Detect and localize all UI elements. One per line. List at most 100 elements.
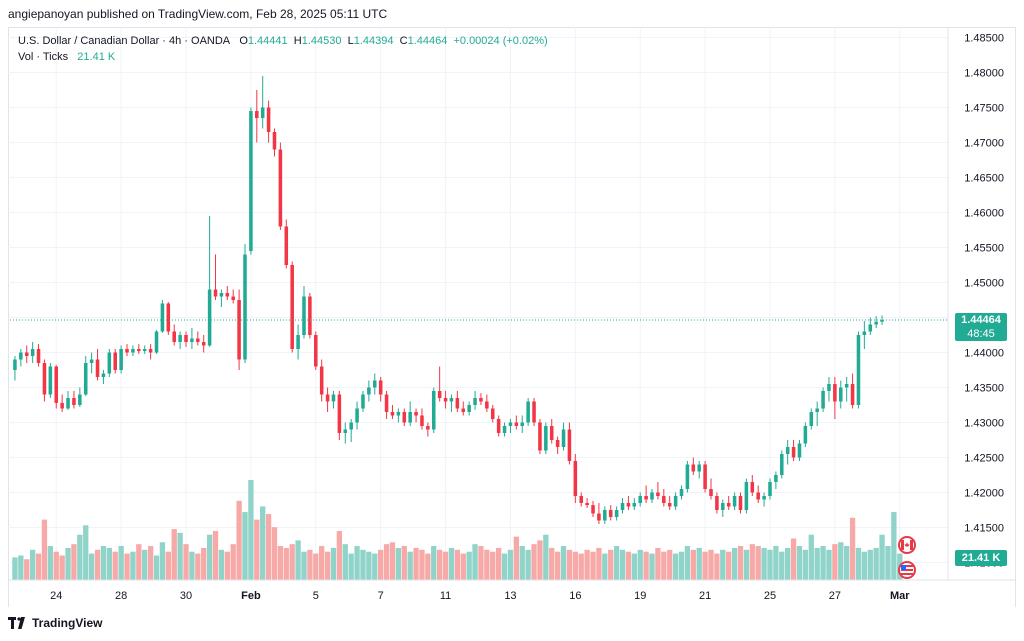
candle bbox=[490, 405, 495, 423]
candle-body bbox=[650, 492, 654, 500]
volume-bar bbox=[767, 549, 773, 580]
candle bbox=[762, 492, 766, 507]
candle bbox=[355, 401, 359, 430]
candle bbox=[473, 391, 477, 410]
legend-ohlc-row: U.S. Dollar / Canadian Dollar · 4h · OAN… bbox=[18, 33, 548, 49]
candle bbox=[750, 475, 755, 496]
candle bbox=[160, 300, 165, 333]
candle-body bbox=[95, 359, 100, 377]
volume-bar bbox=[419, 549, 425, 580]
candle-body bbox=[408, 412, 412, 423]
volume-bar bbox=[879, 534, 885, 580]
volume-bar bbox=[431, 546, 437, 580]
legend-volume-value: 21.41 K bbox=[77, 51, 116, 63]
candle bbox=[349, 419, 353, 443]
candle bbox=[573, 454, 578, 503]
candle-body bbox=[355, 408, 359, 423]
candle bbox=[78, 387, 82, 408]
candle bbox=[42, 359, 47, 402]
candle-body bbox=[467, 405, 471, 412]
candle bbox=[13, 356, 17, 381]
price-axis-labels: 1.48500 1.48000 1.47500 1.47000 1.46500 1.460… bbox=[964, 33, 1004, 570]
time-tick-label: 5 bbox=[313, 590, 319, 602]
volume-bar bbox=[849, 517, 856, 580]
legend-close-label: C bbox=[399, 35, 408, 47]
candle-body bbox=[166, 303, 171, 332]
candle bbox=[709, 478, 713, 500]
candle bbox=[638, 492, 642, 507]
volume-bar bbox=[696, 547, 702, 580]
candle-body bbox=[337, 394, 342, 433]
volume-bar bbox=[342, 544, 348, 580]
volume-bar bbox=[295, 540, 301, 580]
candle-body bbox=[302, 296, 306, 335]
volume-bar bbox=[731, 547, 738, 580]
candle-body bbox=[768, 482, 772, 496]
legend-change: +0.00024 (+0.02%) bbox=[453, 35, 548, 47]
candle bbox=[260, 76, 265, 129]
footer-brand[interactable]: TradingView bbox=[8, 616, 102, 630]
chart-canvas[interactable]: 1.48500 1.48000 1.47500 1.47000 1.46500 1.460… bbox=[0, 27, 1024, 610]
candlesticks bbox=[13, 76, 884, 524]
candle-body bbox=[24, 352, 29, 356]
candle bbox=[532, 398, 536, 426]
candle-body bbox=[608, 510, 613, 517]
candle bbox=[325, 387, 330, 412]
legend-volume-label[interactable]: Vol · Ticks bbox=[18, 51, 69, 63]
candle-body bbox=[880, 320, 884, 322]
candle-body bbox=[213, 289, 218, 297]
legend-volume-row: Vol · Ticks 21.41 K bbox=[18, 49, 548, 65]
canada-flag-icon[interactable] bbox=[898, 536, 916, 554]
candle-body bbox=[443, 398, 448, 402]
candle-body bbox=[585, 503, 589, 506]
volume-bar bbox=[59, 555, 65, 580]
volume-bar bbox=[531, 544, 537, 580]
candle-body bbox=[184, 335, 188, 342]
candle-body bbox=[131, 349, 135, 353]
volume-bar bbox=[619, 549, 626, 580]
candle bbox=[780, 450, 784, 479]
time-tick-label: 13 bbox=[504, 590, 516, 602]
candle bbox=[308, 293, 312, 339]
candle bbox=[673, 492, 678, 510]
volume-bar bbox=[94, 549, 101, 580]
volume-bar bbox=[861, 551, 868, 580]
candle-body bbox=[844, 384, 849, 388]
candle bbox=[95, 349, 100, 381]
price-tick-label: 1.47500 bbox=[964, 103, 1004, 115]
candle-body bbox=[260, 107, 265, 118]
candle bbox=[833, 377, 837, 419]
last-price-badge: 1.44464 48:45 bbox=[955, 313, 1007, 342]
volume-bar bbox=[566, 549, 573, 580]
candle bbox=[142, 345, 147, 354]
candle-body bbox=[101, 373, 106, 377]
candle-body bbox=[821, 391, 825, 409]
candle bbox=[431, 387, 436, 433]
candle bbox=[597, 503, 601, 524]
candle bbox=[827, 377, 831, 402]
candle bbox=[815, 401, 819, 426]
candle-body bbox=[48, 366, 53, 395]
candle bbox=[113, 349, 117, 374]
volume-bar bbox=[41, 519, 48, 580]
candle-body bbox=[361, 394, 365, 409]
candle-body bbox=[485, 401, 489, 409]
candle-body bbox=[449, 398, 454, 402]
candle-body bbox=[532, 401, 536, 423]
candle-body bbox=[473, 398, 477, 405]
legend-symbol[interactable]: U.S. Dollar / Canadian Dollar · 4h · OAN… bbox=[18, 35, 231, 47]
usa-flag-icon[interactable] bbox=[898, 561, 916, 579]
volume-bar bbox=[236, 500, 242, 580]
candle bbox=[284, 219, 289, 269]
candle-body bbox=[42, 363, 47, 395]
candle bbox=[662, 489, 666, 507]
volume-bar bbox=[378, 549, 384, 580]
time-tick-label: 28 bbox=[115, 590, 127, 602]
candle-body bbox=[549, 426, 554, 440]
candle-body bbox=[791, 447, 796, 458]
candle bbox=[579, 492, 583, 507]
volume-bar bbox=[448, 547, 455, 580]
volume-bar bbox=[714, 553, 720, 580]
candle bbox=[679, 485, 684, 500]
candle-body bbox=[384, 394, 389, 412]
